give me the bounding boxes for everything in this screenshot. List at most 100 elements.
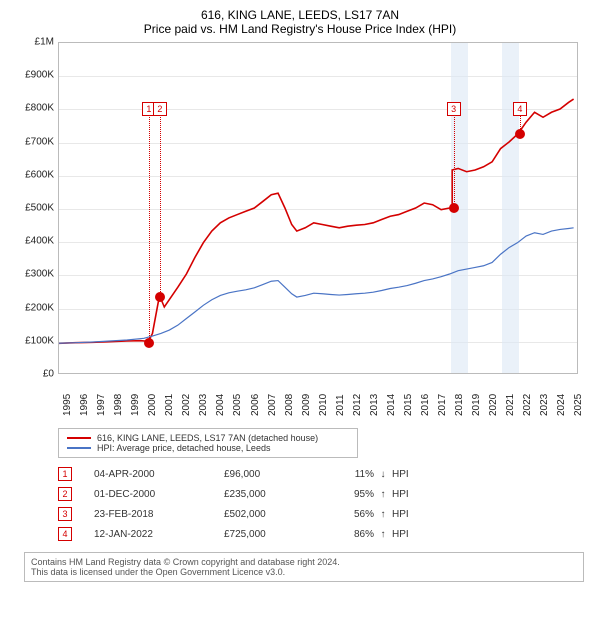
x-tick-label: 2022	[522, 394, 533, 416]
x-tick-label: 2001	[164, 394, 175, 416]
legend-label: HPI: Average price, detached house, Leed…	[97, 443, 270, 453]
marker-dot	[515, 129, 525, 139]
chart-title: 616, KING LANE, LEEDS, LS17 7AN	[12, 8, 588, 22]
legend-item: HPI: Average price, detached house, Leed…	[67, 443, 349, 453]
x-tick-label: 1998	[113, 394, 124, 416]
y-tick-label: £800K	[25, 103, 54, 114]
x-tick-label: 2011	[335, 394, 346, 416]
x-tick-label: 2008	[284, 394, 295, 416]
arrow-up-icon: ↑	[374, 489, 392, 500]
x-tick-label: 2019	[471, 394, 482, 416]
legend-swatch	[67, 437, 91, 439]
series-line	[59, 99, 574, 343]
y-tick-label: £200K	[25, 302, 54, 313]
x-tick-label: 2000	[147, 394, 158, 416]
tx-suffix: HPI	[392, 509, 432, 520]
arrow-up-icon: ↑	[374, 509, 392, 520]
transactions-table: 104-APR-2000£96,00011%↓HPI201-DEC-2000£2…	[58, 464, 588, 544]
y-tick-label: £100K	[25, 335, 54, 346]
x-tick-label: 2010	[318, 394, 329, 416]
x-tick-label: 2020	[488, 394, 499, 416]
tx-num: 4	[58, 527, 72, 541]
legend-label: 616, KING LANE, LEEDS, LS17 7AN (detache…	[97, 433, 318, 443]
tx-suffix: HPI	[392, 529, 432, 540]
x-tick-label: 2006	[250, 394, 261, 416]
tx-price: £725,000	[224, 529, 324, 540]
marker-label: 3	[447, 102, 461, 116]
tx-pct: 11%	[324, 469, 374, 480]
x-tick-label: 1996	[79, 394, 90, 416]
legend-item: 616, KING LANE, LEEDS, LS17 7AN (detache…	[67, 433, 349, 443]
tx-pct: 95%	[324, 489, 374, 500]
x-tick-label: 2012	[352, 394, 363, 416]
marker-dot	[449, 203, 459, 213]
marker-dot	[144, 338, 154, 348]
x-tick-label: 2016	[420, 394, 431, 416]
legend-swatch	[67, 447, 91, 449]
y-tick-label: £600K	[25, 169, 54, 180]
x-tick-label: 2015	[403, 394, 414, 416]
tx-price: £502,000	[224, 509, 324, 520]
tx-date: 23-FEB-2018	[94, 509, 224, 520]
y-tick-label: £0	[43, 369, 54, 380]
tx-num: 2	[58, 487, 72, 501]
plot-region: 1234	[58, 42, 578, 374]
footnote-box: Contains HM Land Registry data © Crown c…	[24, 552, 584, 582]
x-tick-label: 1995	[62, 394, 73, 416]
x-tick-label: 2018	[454, 394, 465, 416]
arrow-up-icon: ↑	[374, 529, 392, 540]
y-tick-label: £300K	[25, 269, 54, 280]
tx-pct: 86%	[324, 529, 374, 540]
tx-num: 3	[58, 507, 72, 521]
table-row: 4 12-JAN-2022£725,00086%↑HPI	[58, 524, 588, 544]
footnote-line1: Contains HM Land Registry data © Crown c…	[31, 557, 577, 567]
table-row: 2 01-DEC-2000£235,00095%↑HPI	[58, 484, 588, 504]
tx-date: 01-DEC-2000	[94, 489, 224, 500]
chart-area: £0 £100K £200K £300K £400K £500K £600K £700K £80…	[12, 42, 588, 422]
y-tick-label: £1M	[35, 37, 54, 48]
x-tick-label: 2009	[301, 394, 312, 416]
footnote-line2: This data is licensed under the Open Gov…	[31, 567, 577, 577]
x-tick-label: 2005	[232, 394, 243, 416]
y-tick-label: £700K	[25, 136, 54, 147]
y-tick-label: £900K	[25, 70, 54, 81]
tx-date: 04-APR-2000	[94, 469, 224, 480]
tx-num: 1	[58, 467, 72, 481]
tx-pct: 56%	[324, 509, 374, 520]
marker-dash	[454, 113, 455, 203]
y-tick-label: £400K	[25, 236, 54, 247]
legend-box: 616, KING LANE, LEEDS, LS17 7AN (detache…	[58, 428, 358, 458]
table-row: 1 04-APR-2000£96,00011%↓HPI	[58, 464, 588, 484]
x-tick-label: 1999	[130, 394, 141, 416]
tx-suffix: HPI	[392, 489, 432, 500]
x-tick-label: 2007	[267, 394, 278, 416]
chart-svg	[59, 43, 577, 373]
marker-dash	[149, 113, 150, 339]
x-tick-label: 2017	[437, 394, 448, 416]
tx-date: 12-JAN-2022	[94, 529, 224, 540]
series-line	[59, 228, 574, 344]
tx-suffix: HPI	[392, 469, 432, 480]
x-axis-labels: 1995 1996 1997 1998 1999 2000 2001 2002 2003 2004…	[58, 378, 578, 422]
tx-price: £235,000	[224, 489, 324, 500]
y-axis-labels: £0£100K£200K£300K£400K£500K£600K£700K£80…	[12, 42, 56, 374]
arrow-down-icon: ↓	[374, 469, 392, 480]
x-tick-label: 2013	[369, 394, 380, 416]
marker-label: 4	[513, 102, 527, 116]
x-tick-label: 2002	[181, 394, 192, 416]
marker-label: 2	[153, 102, 167, 116]
marker-dot	[155, 292, 165, 302]
x-tick-label: 2023	[539, 394, 550, 416]
tx-price: £96,000	[224, 469, 324, 480]
x-tick-label: 2024	[556, 394, 567, 416]
marker-dash	[160, 113, 161, 292]
x-tick-label: 2021	[505, 394, 516, 416]
x-tick-label: 2025	[573, 394, 584, 416]
x-tick-label: 2003	[198, 394, 209, 416]
x-tick-label: 1997	[96, 394, 107, 416]
y-tick-label: £500K	[25, 203, 54, 214]
table-row: 3 23-FEB-2018£502,00056%↑HPI	[58, 504, 588, 524]
chart-subtitle: Price paid vs. HM Land Registry's House …	[12, 22, 588, 36]
x-tick-label: 2014	[386, 394, 397, 416]
x-tick-label: 2004	[215, 394, 226, 416]
